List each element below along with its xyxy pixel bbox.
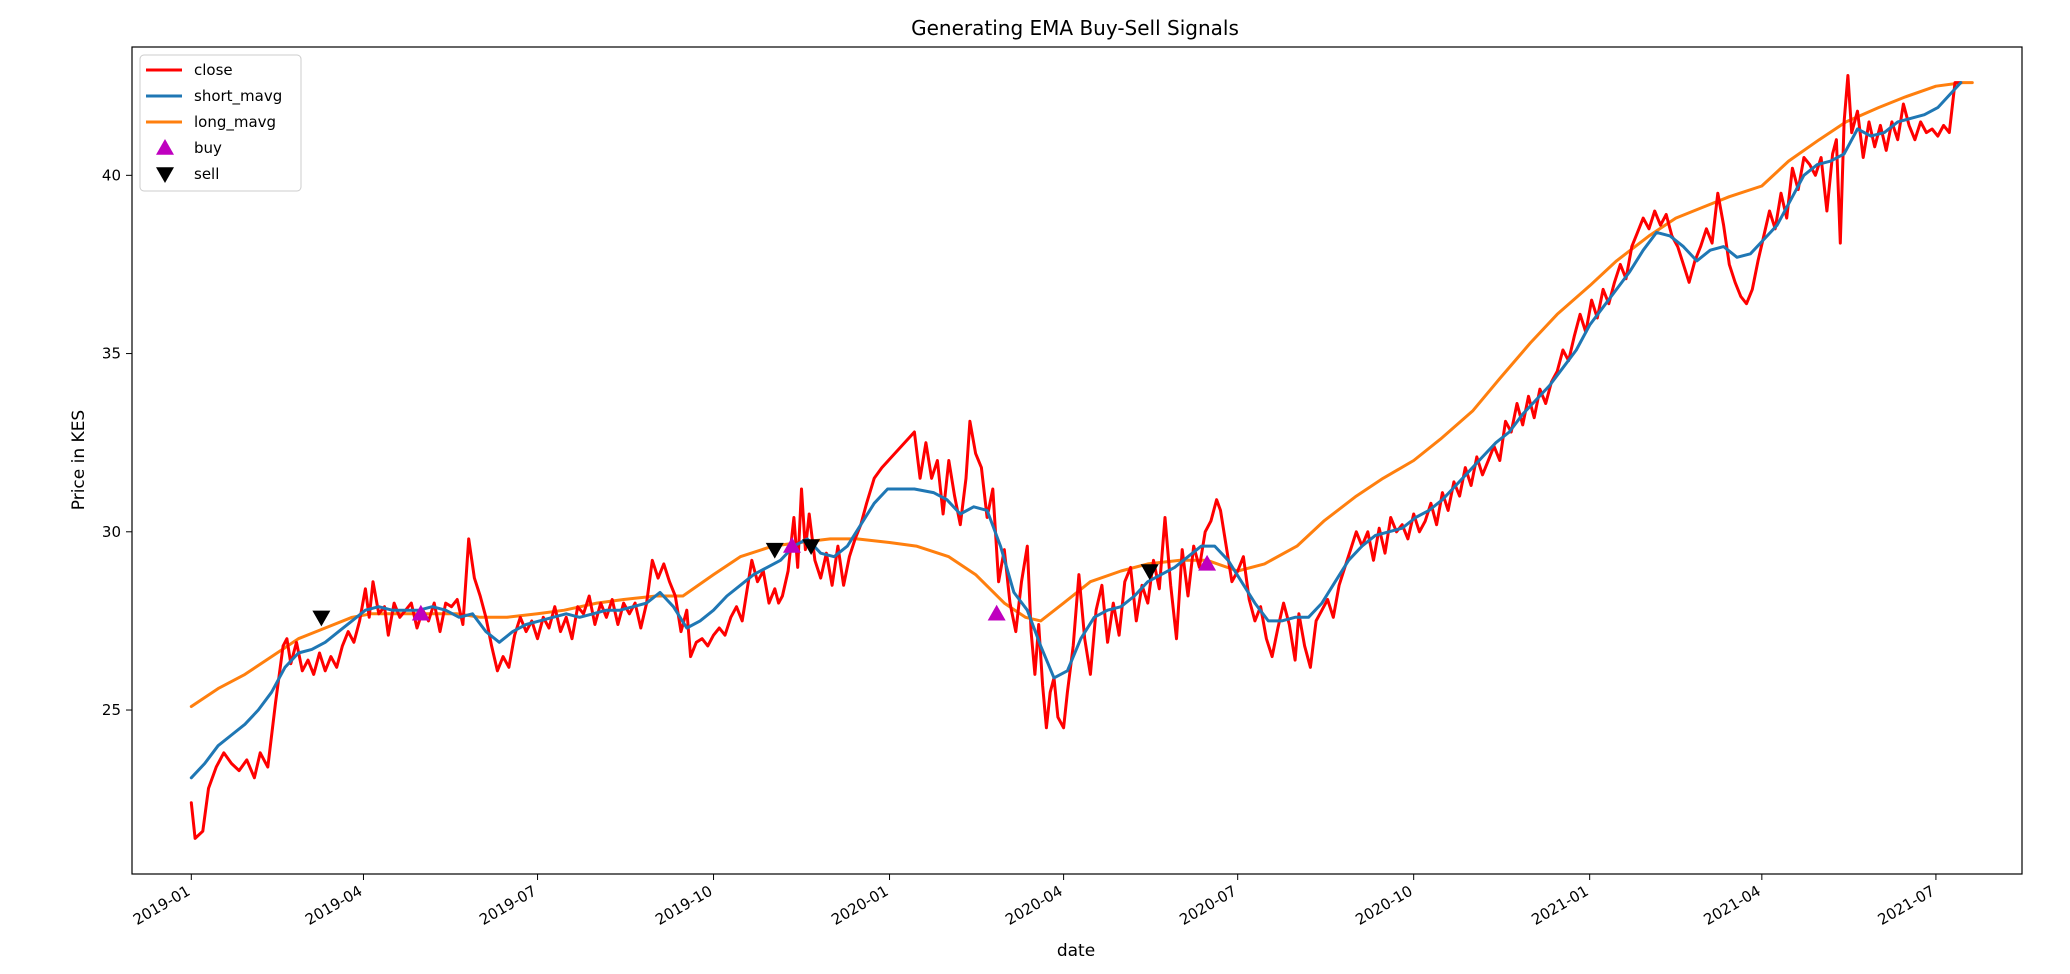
legend-box (139, 54, 302, 192)
x-tick-label: 2020-07 (1176, 882, 1239, 929)
legend-label-sell: sell (194, 165, 219, 183)
sell-signal-marker (312, 610, 331, 627)
y-tick-label: 30 (102, 523, 121, 541)
legend-swatch-sell (156, 167, 174, 183)
x-tick-label: 2020-04 (1002, 882, 1065, 929)
plot-area (131, 46, 2023, 875)
x-tick-label: 2019-10 (652, 882, 715, 929)
x-tick-label: 2021-04 (1701, 882, 1764, 929)
chart-title: Generating EMA Buy-Sell Signals (911, 16, 1239, 40)
y-tick-label: 25 (102, 701, 121, 719)
x-tick-label: 2019-04 (302, 882, 365, 929)
y-tick-label: 35 (102, 345, 121, 363)
x-tick-label: 2019-07 (476, 882, 539, 929)
x-tick-label: 2021-07 (1875, 882, 1938, 929)
sell-signal-marker (802, 539, 821, 556)
x-axis-ticks: 2019-01 2019-04 2019-07 2019-10 2020-01 2020-… (130, 874, 1938, 929)
x-axis-label: date (1057, 941, 1095, 961)
y-axis-label: Price in KES (69, 410, 89, 510)
series-line-short-mavg (189, 81, 1963, 780)
x-tick-label: 2020-01 (828, 882, 891, 929)
y-tick-label: 40 (102, 166, 121, 184)
legend-label-close: close (194, 61, 233, 79)
legend-label-buy: buy (194, 139, 222, 157)
legend-label-short-mavg: short_mavg (194, 87, 282, 106)
sell-signal-marker (1140, 564, 1159, 581)
legend-label-long-mavg: long_mavg (194, 113, 276, 132)
x-tick-label: 2020-10 (1352, 882, 1415, 929)
buy-signal-marker (411, 604, 430, 621)
x-tick-label: 2021-01 (1528, 882, 1591, 929)
x-tick-label: 2019-01 (130, 882, 193, 929)
series-layer (189, 74, 1974, 840)
buy-signal-marker (987, 604, 1006, 621)
buy-signal-marker (782, 537, 801, 553)
legend-swatch-buy (156, 139, 174, 155)
signal-layer (312, 537, 1217, 627)
y-axis-ticks: 25 30 35 40 (102, 166, 132, 719)
buy-signal-marker (1198, 554, 1217, 571)
sell-signal-marker (765, 542, 784, 559)
